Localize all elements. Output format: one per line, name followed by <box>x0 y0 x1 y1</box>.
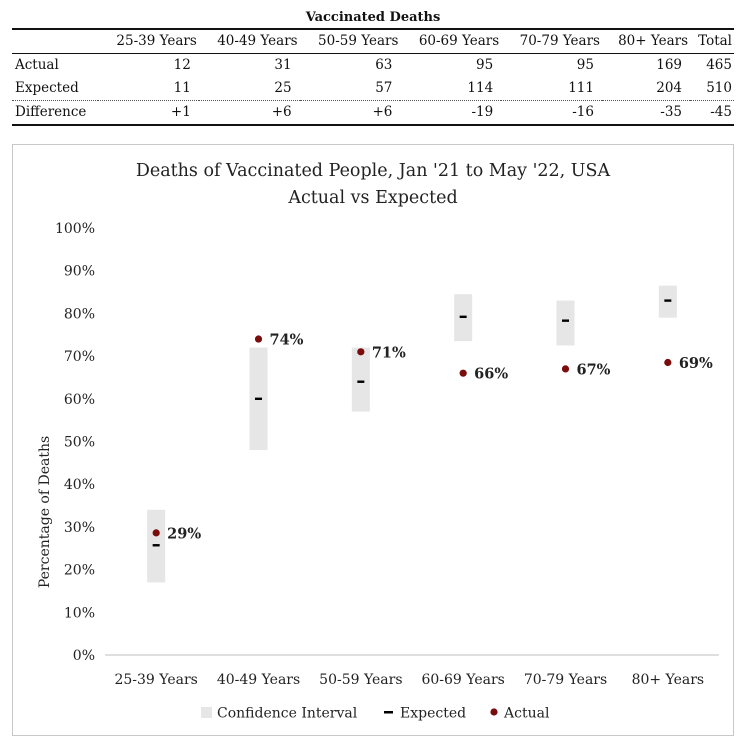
row-label: Actual <box>15 57 59 73</box>
table-cell: -16 <box>572 104 594 120</box>
y-tick-label: 0% <box>73 648 95 664</box>
actual-point <box>561 365 570 373</box>
table-cell: 114 <box>467 80 494 96</box>
legend-label-actual: Actual <box>503 706 550 722</box>
y-tick-label: 80% <box>64 306 95 322</box>
y-tick-label: 60% <box>64 392 95 408</box>
actual-point <box>357 348 365 356</box>
table-cell: 63 <box>375 57 393 73</box>
deaths-table: 25-39 Years 40-49 Years 50-59 Years 60-6… <box>12 28 734 126</box>
table-row-actual: Actual 12 31 63 95 95 169 465 <box>12 53 734 78</box>
y-axis-ticks: 0% 10% 20% 30% 40% 50% 60% 70% 80% 90% 100% <box>55 221 95 664</box>
x-tick-label: 50-59 Years <box>319 672 402 688</box>
table-row-expected: Expected 11 25 57 114 111 204 510 <box>12 77 734 101</box>
legend-swatch-confidence-interval <box>201 707 212 718</box>
actual-data-labels: 29% 74% 71% 66% 67% 69% <box>167 332 713 543</box>
table-row-difference: Difference +1 +6 +6 -19 -16 -35 -45 <box>12 100 734 125</box>
table-cell-total: 510 <box>706 80 732 96</box>
actual-point <box>664 358 672 367</box>
table-cell: 31 <box>274 57 292 73</box>
chart-area: Deaths of Vaccinated People, Jan '21 to … <box>12 144 734 736</box>
x-tick-label: 40-49 Years <box>217 672 300 688</box>
table-cell: 169 <box>656 57 683 73</box>
table-cell: 11 <box>173 80 191 96</box>
expected-markers <box>152 299 672 547</box>
actual-data-label: 66% <box>474 366 508 383</box>
actual-point <box>254 335 263 343</box>
expected-marker <box>664 299 672 302</box>
column-header: 60-69 Years <box>418 33 500 49</box>
table-title: Vaccinated Deaths <box>305 10 441 25</box>
chart-subtitle: Actual vs Expected <box>287 188 457 208</box>
legend-label-confidence-interval: Confidence Interval <box>217 706 358 722</box>
table-cell: 111 <box>568 80 594 96</box>
table-cell: 95 <box>476 57 494 73</box>
expected-marker <box>562 319 569 322</box>
vaccinated-deaths-table: Vaccinated Deaths 25-39 Years 40-49 Year… <box>12 8 734 126</box>
x-axis-ticks: 25-39 Years 40-49 Years 50-59 Years 60-69 Y… <box>114 672 704 688</box>
column-header: 25-39 Years <box>116 33 197 49</box>
actual-data-label: 74% <box>270 332 304 349</box>
actual-data-label: 67% <box>577 361 611 378</box>
y-tick-label: 70% <box>64 349 95 365</box>
y-tick-label: 100% <box>55 221 95 237</box>
y-tick-label: 50% <box>64 435 95 451</box>
x-tick-label: 80+ Years <box>632 672 705 688</box>
legend-swatch-actual <box>490 708 498 716</box>
actual-point <box>152 529 160 537</box>
y-tick-label: 40% <box>64 477 95 493</box>
table-cell: 95 <box>576 57 594 73</box>
column-header-total: Total <box>698 33 732 49</box>
table-cell: 204 <box>656 80 683 96</box>
table-header-row: 25-39 Years 40-49 Years 50-59 Years 60-6… <box>12 29 734 54</box>
actual-data-label: 29% <box>167 525 201 542</box>
x-tick-label: 25-39 Years <box>114 672 197 688</box>
table-cell: -19 <box>471 104 494 120</box>
y-axis-label: Percentage of Deaths <box>37 436 53 588</box>
row-label: Expected <box>15 80 79 96</box>
chart-title: Deaths of Vaccinated People, Jan '21 to … <box>136 161 611 181</box>
table-cell: 12 <box>173 57 191 73</box>
x-tick-label: 60-69 Years <box>421 672 504 688</box>
table-cell: -35 <box>660 104 683 120</box>
chart-legend: Confidence Interval Expected Actual <box>201 706 550 722</box>
table-cell: +6 <box>372 104 393 120</box>
y-tick-label: 10% <box>64 605 95 621</box>
expected-marker <box>255 397 262 400</box>
y-tick-label: 20% <box>64 563 95 579</box>
column-header: 80+ Years <box>618 33 689 49</box>
table-cell-total: 465 <box>706 57 732 73</box>
legend-label-expected: Expected <box>400 706 466 722</box>
actual-point <box>459 369 467 377</box>
row-label: Difference <box>15 104 87 120</box>
table-cell-total: -45 <box>710 104 732 120</box>
actual-data-label: 69% <box>679 355 713 372</box>
legend-swatch-expected <box>384 711 393 714</box>
actual-data-label: 71% <box>372 344 406 361</box>
x-tick-label: 70-79 Years <box>524 672 607 688</box>
table-cell: +6 <box>271 104 292 120</box>
table-corner-cell <box>12 29 98 54</box>
column-header: 70-79 Years <box>519 33 600 49</box>
actual-points <box>152 335 672 537</box>
y-tick-label: 30% <box>64 520 95 536</box>
expected-marker <box>459 315 467 319</box>
y-tick-label: 90% <box>64 264 95 280</box>
table-cell: 25 <box>274 80 292 96</box>
table-cell: 57 <box>375 80 393 96</box>
confidence-intervals <box>147 285 677 583</box>
expected-marker <box>357 380 365 383</box>
confidence-interval-bar <box>351 347 370 412</box>
expected-marker <box>152 544 160 547</box>
deaths-chart: Deaths of Vaccinated People, Jan '21 to … <box>37 161 719 722</box>
confidence-interval-bar <box>556 300 575 346</box>
column-header: 50-59 Years <box>318 33 399 49</box>
table-cell: +1 <box>170 104 191 120</box>
column-header: 40-49 Years <box>217 33 298 49</box>
